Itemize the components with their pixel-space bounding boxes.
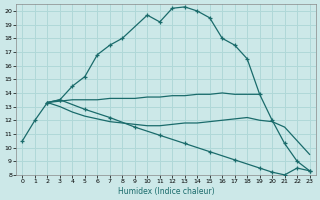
X-axis label: Humidex (Indice chaleur): Humidex (Indice chaleur) xyxy=(118,187,214,196)
